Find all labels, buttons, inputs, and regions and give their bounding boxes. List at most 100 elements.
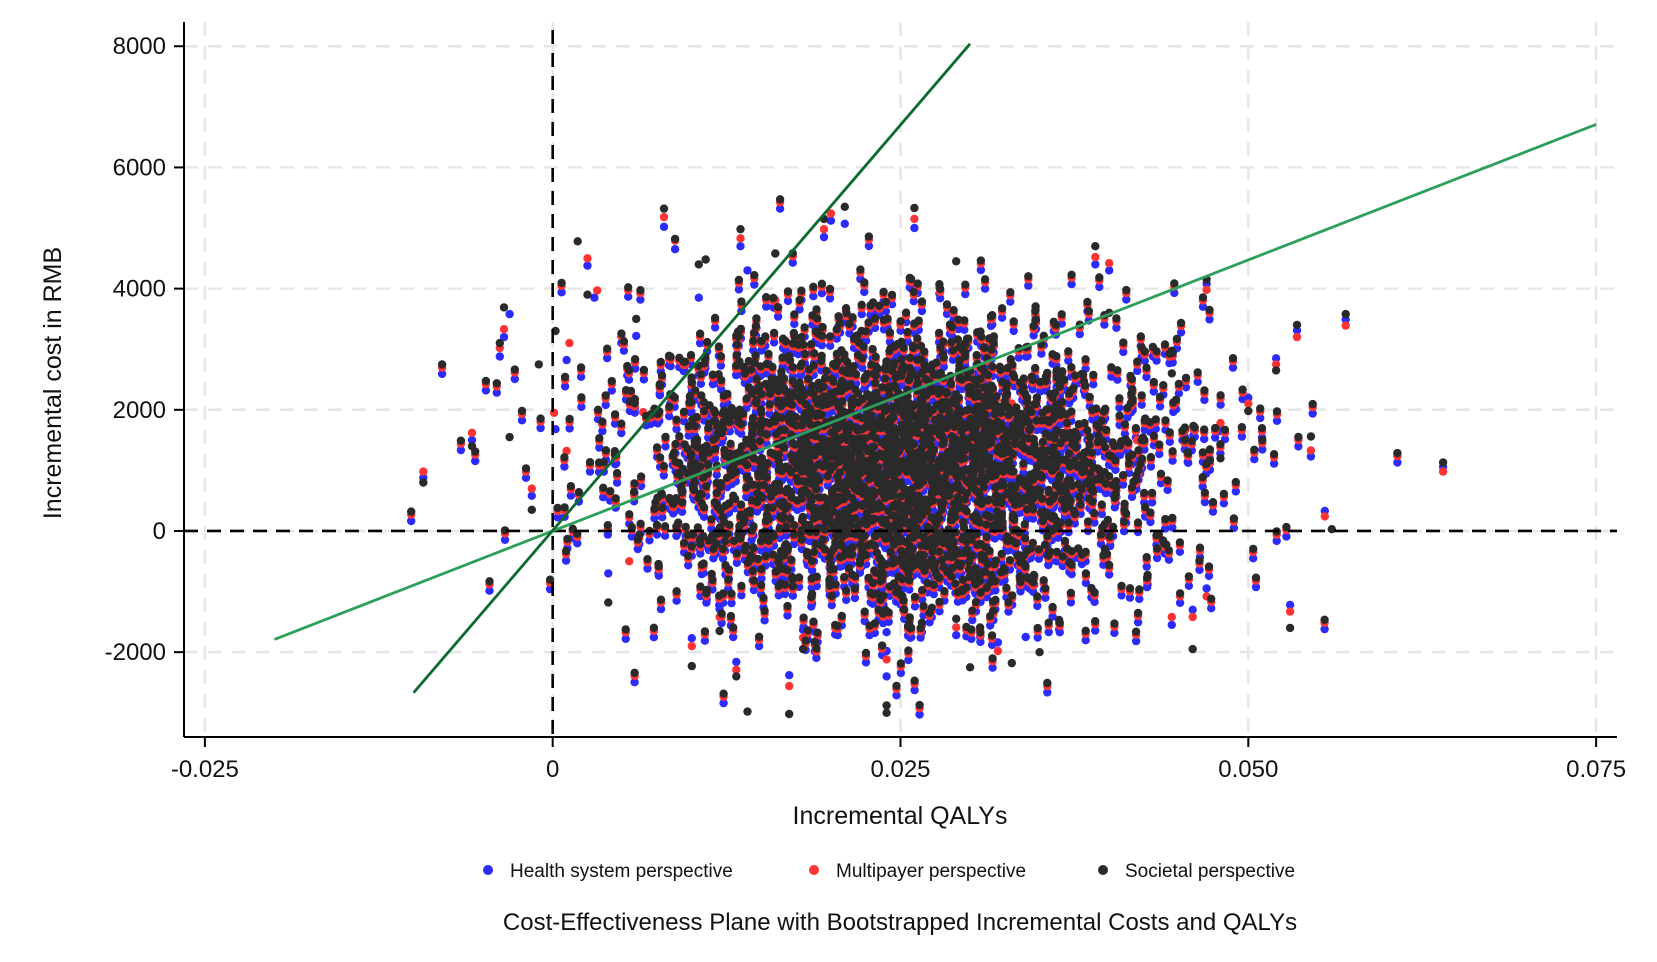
- point-health: [1216, 400, 1225, 409]
- point-health: [1037, 349, 1046, 358]
- point-health: [732, 558, 742, 567]
- point-health: [760, 616, 769, 625]
- point-health: [1188, 605, 1197, 614]
- point-health: [1089, 380, 1098, 389]
- point-health: [1193, 377, 1202, 386]
- point-health: [783, 296, 793, 306]
- point-health: [1250, 455, 1259, 464]
- point-health: [882, 672, 891, 681]
- point-health: [621, 634, 630, 643]
- point-health: [672, 424, 681, 434]
- point-health: [732, 657, 741, 667]
- point-health: [896, 668, 906, 678]
- point-health: [892, 691, 901, 700]
- point-health: [961, 289, 970, 299]
- point-health: [565, 424, 574, 433]
- point-health: [1090, 518, 1099, 527]
- scatter-points: [407, 195, 1448, 719]
- point-health: [860, 287, 869, 297]
- point-health: [881, 307, 891, 316]
- point-health: [788, 258, 797, 267]
- point-health: [521, 473, 531, 482]
- point-health: [560, 382, 570, 391]
- point-health: [1110, 628, 1119, 638]
- point-health: [1029, 331, 1038, 340]
- point-health: [775, 204, 785, 213]
- point-health: [1100, 320, 1109, 329]
- point-health: [910, 223, 919, 233]
- point-health: [619, 346, 629, 355]
- point-health: [1272, 416, 1282, 425]
- point-health: [1198, 302, 1208, 311]
- point-health: [1219, 499, 1229, 508]
- point-health: [1184, 581, 1194, 590]
- point-health: [481, 386, 491, 395]
- point-health: [960, 325, 969, 334]
- point-health: [882, 628, 891, 637]
- point-health: [789, 539, 799, 549]
- point-health: [1142, 372, 1151, 382]
- point-health: [505, 309, 514, 319]
- point-health: [1118, 480, 1128, 489]
- point-health: [773, 312, 783, 321]
- point-health: [577, 402, 586, 411]
- point-health: [536, 423, 545, 433]
- point-health: [1133, 366, 1142, 376]
- point-health: [750, 280, 759, 289]
- point-health: [757, 574, 766, 583]
- point-health: [1256, 413, 1265, 423]
- point-health: [561, 556, 571, 565]
- point-health: [665, 412, 674, 421]
- point-health: [1044, 560, 1053, 570]
- point-health: [672, 596, 681, 605]
- point-health: [645, 536, 654, 545]
- point-health: [1294, 442, 1303, 451]
- point-health: [1175, 547, 1185, 556]
- point-health: [684, 431, 693, 440]
- point-health: [652, 530, 662, 539]
- point-health: [1146, 517, 1155, 527]
- point-health: [1075, 329, 1085, 339]
- point-health: [407, 516, 416, 526]
- point-health: [495, 352, 504, 361]
- point-health: [1200, 395, 1209, 405]
- point-health: [910, 685, 919, 695]
- point-health: [905, 585, 914, 594]
- point-health: [1181, 383, 1191, 392]
- point-health: [765, 409, 774, 419]
- point-health: [1393, 458, 1402, 467]
- point-health: [782, 531, 791, 540]
- point-health: [1064, 356, 1073, 365]
- point-health: [1043, 688, 1052, 697]
- point-health: [1095, 282, 1104, 292]
- point-health: [1135, 594, 1144, 604]
- point-health: [485, 586, 494, 595]
- point-health: [471, 456, 480, 466]
- point-health: [1117, 591, 1126, 600]
- point-health: [1320, 624, 1329, 634]
- point-health: [1202, 584, 1211, 593]
- point-health: [774, 591, 783, 600]
- point-health: [659, 471, 668, 480]
- point-health: [612, 478, 622, 487]
- point-health: [817, 341, 827, 350]
- point-health: [1115, 403, 1124, 412]
- point-health: [729, 632, 738, 642]
- point-health: [1251, 582, 1261, 592]
- point-health: [736, 242, 745, 251]
- point-health: [842, 595, 851, 605]
- point-health: [1147, 498, 1157, 507]
- point-health: [709, 554, 718, 563]
- point-health: [1163, 485, 1172, 495]
- point-health: [1014, 353, 1023, 362]
- point-health: [1021, 632, 1030, 642]
- point-health: [795, 305, 804, 314]
- point-health: [1175, 598, 1185, 607]
- point-health: [650, 514, 659, 523]
- point-health: [1033, 633, 1042, 642]
- point-health: [557, 288, 566, 297]
- point-health: [654, 571, 663, 580]
- point-health: [670, 245, 680, 254]
- point-health: [976, 637, 985, 647]
